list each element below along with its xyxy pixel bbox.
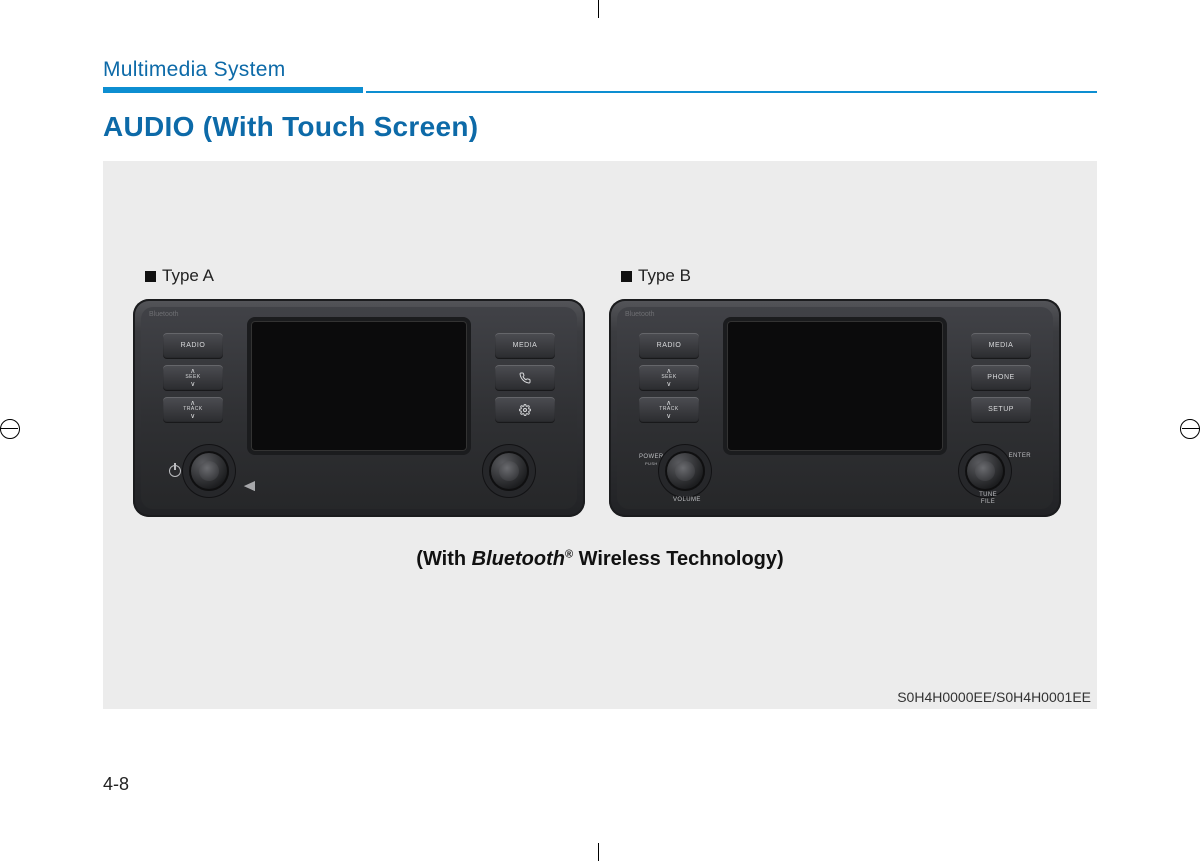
- seek-button[interactable]: ∧SEEK∨: [639, 365, 699, 391]
- bullet-icon: [145, 271, 156, 282]
- bluetooth-badge: Bluetooth: [149, 311, 179, 318]
- bluetooth-badge: Bluetooth: [625, 311, 655, 318]
- type-b-label: Type B: [621, 266, 691, 286]
- right-button-column: MEDIA PHONE SETUP: [971, 333, 1031, 423]
- seek-button[interactable]: ∧SEEK∨: [163, 365, 223, 391]
- radio-button[interactable]: RADIO: [163, 333, 223, 359]
- settings-button[interactable]: [495, 397, 555, 423]
- bullet-icon: [621, 271, 632, 282]
- gear-icon: [519, 404, 531, 416]
- figure-box: Type A Type B Bluetooth RADIO ∧SEEK∨ ∧TR…: [103, 161, 1097, 709]
- tune-file-knob[interactable]: [965, 451, 1005, 491]
- figure-caption: (With Bluetooth® Wireless Technology): [103, 548, 1097, 571]
- left-button-column: RADIO ∧SEEK∨ ∧TRACK∨: [163, 333, 223, 423]
- divider: [103, 87, 1097, 93]
- page-content: Multimedia System AUDIO (With Touch Scre…: [103, 58, 1097, 709]
- media-button[interactable]: MEDIA: [971, 333, 1031, 359]
- radio-button[interactable]: RADIO: [639, 333, 699, 359]
- power-icon: [169, 465, 181, 477]
- touch-screen[interactable]: [251, 321, 467, 451]
- power-volume-knob[interactable]: [665, 451, 705, 491]
- type-a-label: Type A: [145, 266, 214, 286]
- volume-label: VOLUME: [673, 497, 701, 503]
- page-number: 4-8: [103, 774, 129, 795]
- track-button[interactable]: ∧TRACK∨: [163, 397, 223, 423]
- phone-button[interactable]: [495, 365, 555, 391]
- section-header: Multimedia System: [103, 58, 1097, 82]
- type-b-text: Type B: [638, 266, 691, 286]
- enter-label: ENTER: [1009, 453, 1031, 459]
- page-title: AUDIO (With Touch Screen): [103, 111, 1097, 143]
- right-button-column: MEDIA: [495, 333, 555, 423]
- phone-icon: [519, 372, 531, 384]
- type-a-text: Type A: [162, 266, 214, 286]
- volume-indicator-icon: [233, 481, 255, 491]
- track-button[interactable]: ∧TRACK∨: [639, 397, 699, 423]
- head-unit-type-b: Bluetooth RADIO ∧SEEK∨ ∧TRACK∨ MEDIA PHO…: [609, 299, 1061, 517]
- tune-file-label: TUNEFILE: [979, 492, 997, 505]
- left-button-column: RADIO ∧SEEK∨ ∧TRACK∨: [639, 333, 699, 423]
- media-button[interactable]: MEDIA: [495, 333, 555, 359]
- head-unit-type-a: Bluetooth RADIO ∧SEEK∨ ∧TRACK∨ MEDIA: [133, 299, 585, 517]
- tune-knob[interactable]: [489, 451, 529, 491]
- figure-code: S0H4H0000EE/S0H4H0001EE: [897, 689, 1091, 705]
- power-label: POWERPUSH: [639, 454, 664, 467]
- phone-button[interactable]: PHONE: [971, 365, 1031, 391]
- touch-screen[interactable]: [727, 321, 943, 451]
- power-volume-knob[interactable]: [189, 451, 229, 491]
- setup-button[interactable]: SETUP: [971, 397, 1031, 423]
